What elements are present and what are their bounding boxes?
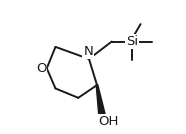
Text: N: N [84,45,93,58]
Polygon shape [96,85,107,122]
Text: O: O [36,62,46,75]
Text: OH: OH [98,115,119,129]
Text: Si: Si [126,35,138,48]
